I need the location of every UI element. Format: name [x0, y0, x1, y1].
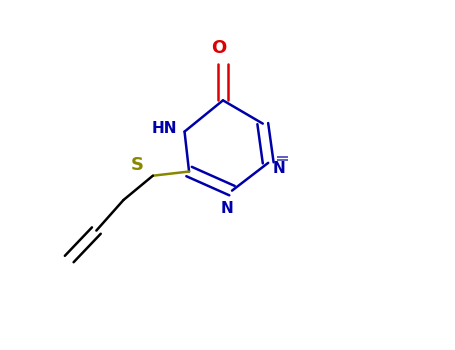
Text: N: N — [273, 161, 285, 176]
Text: S: S — [131, 156, 144, 174]
Text: O: O — [211, 39, 226, 57]
Text: ||: || — [276, 152, 288, 160]
Text: N: N — [221, 201, 234, 216]
Text: HN: HN — [152, 121, 177, 135]
